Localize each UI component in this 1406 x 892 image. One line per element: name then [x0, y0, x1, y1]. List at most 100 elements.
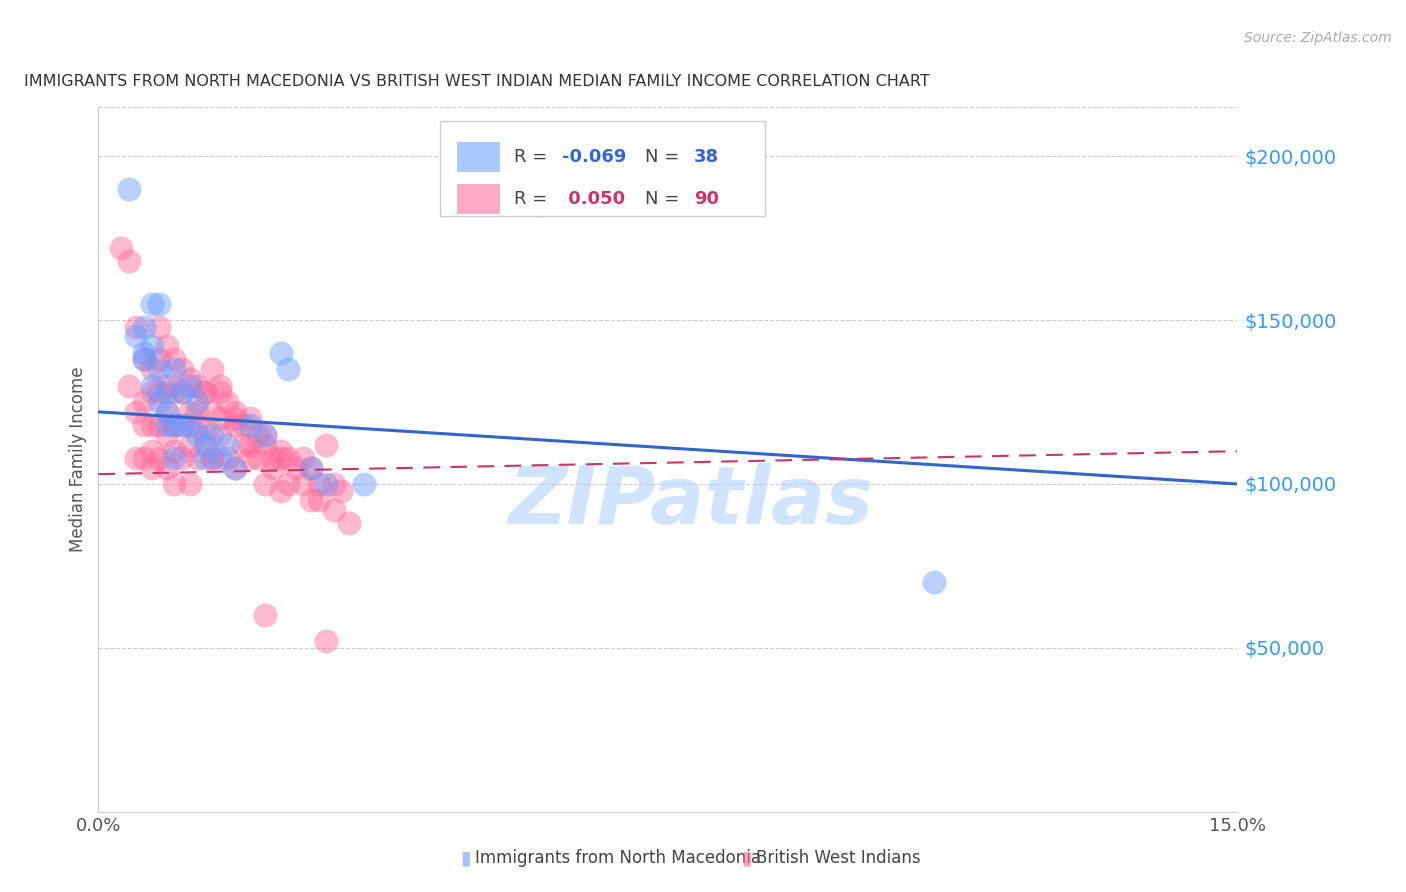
Point	[179, 378, 201, 392]
FancyBboxPatch shape	[457, 143, 501, 172]
Point	[194, 427, 217, 442]
Point	[132, 352, 155, 367]
Point	[246, 450, 269, 465]
Point	[254, 427, 277, 442]
Text: Immigrants from North Macedonia: Immigrants from North Macedonia	[475, 849, 761, 867]
Point	[322, 503, 344, 517]
Point	[224, 460, 246, 475]
Point	[262, 460, 284, 475]
Text: 90: 90	[695, 190, 718, 208]
Point	[170, 362, 193, 376]
Point	[246, 427, 269, 442]
Point	[922, 575, 945, 590]
Point	[148, 395, 170, 409]
Point	[179, 405, 201, 419]
Point	[179, 372, 201, 386]
Point	[156, 417, 179, 432]
Point	[186, 395, 208, 409]
Point	[141, 296, 163, 310]
Text: R =: R =	[515, 148, 553, 166]
Point	[254, 477, 277, 491]
Point	[330, 483, 353, 498]
Point	[292, 450, 315, 465]
Point	[270, 444, 292, 458]
Point	[163, 352, 186, 367]
Point	[254, 608, 277, 623]
Text: R =: R =	[515, 190, 553, 208]
Point	[156, 460, 179, 475]
Point	[224, 405, 246, 419]
Point	[224, 417, 246, 432]
Point	[170, 417, 193, 432]
Point	[201, 405, 224, 419]
Point	[208, 385, 231, 400]
Point	[315, 477, 337, 491]
Point	[132, 395, 155, 409]
Point	[308, 477, 330, 491]
Point	[141, 362, 163, 376]
Point	[217, 437, 239, 451]
Point	[125, 450, 148, 465]
Point	[148, 417, 170, 432]
Point	[170, 385, 193, 400]
Point	[118, 378, 141, 392]
Point	[201, 362, 224, 376]
Point	[194, 385, 217, 400]
Point	[186, 405, 208, 419]
Point	[132, 417, 155, 432]
Point	[186, 450, 208, 465]
Point	[353, 477, 375, 491]
Point	[239, 450, 262, 465]
Point	[141, 378, 163, 392]
Point	[125, 319, 148, 334]
Point	[170, 385, 193, 400]
Text: ▮: ▮	[460, 848, 471, 867]
Point	[163, 450, 186, 465]
Point	[208, 450, 231, 465]
Point	[201, 450, 224, 465]
Text: 38: 38	[695, 148, 718, 166]
Point	[208, 378, 231, 392]
Point	[148, 352, 170, 367]
Point	[232, 437, 254, 451]
Y-axis label: Median Family Income: Median Family Income	[69, 367, 87, 552]
Point	[315, 634, 337, 648]
Point	[277, 450, 299, 465]
Point	[141, 339, 163, 353]
Point	[125, 405, 148, 419]
Text: Source: ZipAtlas.com: Source: ZipAtlas.com	[1244, 31, 1392, 45]
Point	[156, 378, 179, 392]
Point	[186, 378, 208, 392]
Point	[118, 182, 141, 196]
Point	[148, 296, 170, 310]
Point	[132, 450, 155, 465]
FancyBboxPatch shape	[457, 185, 501, 214]
Point	[110, 241, 132, 255]
Point	[270, 483, 292, 498]
Point	[170, 450, 193, 465]
Point	[179, 437, 201, 451]
Text: ZIPatlas: ZIPatlas	[508, 463, 873, 541]
Point	[148, 385, 170, 400]
Point	[141, 417, 163, 432]
Point	[239, 417, 262, 432]
Point	[170, 417, 193, 432]
Point	[254, 437, 277, 451]
Point	[156, 339, 179, 353]
Text: -0.069: -0.069	[562, 148, 626, 166]
Point	[163, 417, 186, 432]
Point	[270, 346, 292, 360]
Point	[217, 395, 239, 409]
Point	[186, 427, 208, 442]
Point	[194, 385, 217, 400]
Point	[208, 411, 231, 425]
Point	[163, 417, 186, 432]
Point	[224, 460, 246, 475]
Point	[125, 329, 148, 343]
Text: 0.050: 0.050	[562, 190, 626, 208]
Point	[299, 460, 322, 475]
Point	[163, 444, 186, 458]
Point	[292, 477, 315, 491]
Text: British West Indians: British West Indians	[756, 849, 921, 867]
Point	[201, 450, 224, 465]
